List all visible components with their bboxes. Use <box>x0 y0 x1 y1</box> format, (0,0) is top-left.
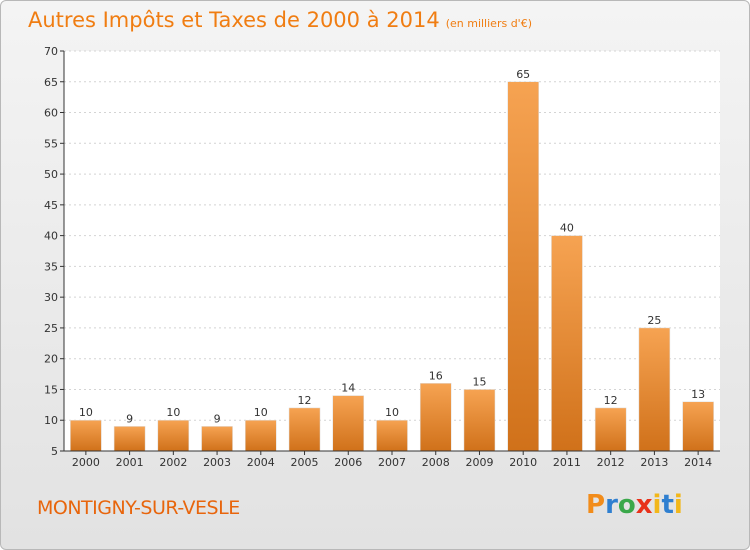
x-tick-label: 2011 <box>553 456 581 469</box>
y-tick-label: 10 <box>44 414 58 427</box>
y-tick-label: 40 <box>44 230 58 243</box>
chart-title: Autres Impôts et Taxes de 2000 à 2014 (en… <box>28 8 532 32</box>
chart-title-text: Autres Impôts et Taxes de 2000 à 2014 <box>28 8 440 32</box>
x-tick-label: 2014 <box>684 456 712 469</box>
bar <box>463 389 496 452</box>
bar <box>551 235 583 452</box>
bar <box>682 401 714 452</box>
data-label: 10 <box>79 406 93 419</box>
y-tick-label: 70 <box>44 45 58 58</box>
x-tick-label: 2003 <box>203 456 231 469</box>
y-tick-label: 50 <box>44 168 58 181</box>
data-label: 10 <box>166 406 180 419</box>
data-label: 25 <box>647 314 661 327</box>
y-tick-label: 60 <box>44 107 58 120</box>
bar <box>201 426 233 452</box>
x-tick-label: 2012 <box>597 456 625 469</box>
data-label: 9 <box>214 412 221 425</box>
x-tick-label: 2010 <box>509 456 537 469</box>
data-label: 10 <box>385 406 399 419</box>
y-tick-label: 25 <box>44 322 58 335</box>
data-labels: 10 9 10 9 10 12 14 10 16 15 65 40 12 25 13 <box>79 68 705 426</box>
x-axis-ticks: 2000 2001 2002 2003 2004 2005 2006 2007 2008 2009… <box>72 451 712 469</box>
commune-name: MONTIGNY-SUR-VESLE <box>37 497 240 519</box>
x-tick-label: 2002 <box>159 456 187 469</box>
plot-area <box>64 51 720 451</box>
data-label: 12 <box>298 394 312 407</box>
x-tick-label: 2004 <box>247 456 275 469</box>
y-tick-label: 45 <box>44 199 58 212</box>
bar <box>70 419 102 452</box>
y-axis-ticks: 5 10 15 20 25 30 35 40 45 50 55 60 65 70 <box>44 45 64 458</box>
logo-letter: i <box>673 490 683 520</box>
x-tick-label: 2006 <box>334 456 362 469</box>
y-tick-label: 55 <box>44 137 58 150</box>
logo-letter: P <box>586 490 606 520</box>
data-label: 40 <box>560 222 574 235</box>
data-label: 12 <box>604 394 618 407</box>
bar <box>245 419 277 452</box>
x-tick-label: 2001 <box>116 456 144 469</box>
bar <box>419 383 452 452</box>
bar <box>594 407 627 452</box>
data-label: 13 <box>691 388 705 401</box>
x-tick-label: 2005 <box>291 456 319 469</box>
proxiti-logo: Proxiti <box>586 490 683 520</box>
y-tick-label: 15 <box>44 383 58 396</box>
bar <box>113 426 146 452</box>
x-tick-label: 2013 <box>640 456 668 469</box>
bar <box>507 81 539 452</box>
logo-letter: x <box>635 490 653 520</box>
y-tick-label: 65 <box>44 76 58 89</box>
x-tick-label: 2000 <box>72 456 100 469</box>
x-tick-label: 2007 <box>378 456 406 469</box>
data-label: 14 <box>341 382 355 395</box>
logo-letter: t <box>661 490 674 520</box>
bar <box>157 419 190 452</box>
logo-letter: o <box>617 490 636 520</box>
bar <box>288 407 321 452</box>
bars <box>70 81 714 452</box>
logo-letter: r <box>605 490 618 520</box>
bar <box>376 419 408 452</box>
y-tick-label: 5 <box>51 445 58 458</box>
bar <box>638 327 671 452</box>
bar <box>332 395 365 452</box>
data-label: 15 <box>472 375 486 388</box>
logo-letter: i <box>652 490 662 520</box>
chart-unit: (en milliers d'€) <box>445 17 532 30</box>
data-label: 10 <box>254 406 268 419</box>
y-tick-label: 35 <box>44 260 58 273</box>
y-tick-label: 20 <box>44 353 58 366</box>
data-label: 65 <box>516 68 530 81</box>
data-label: 9 <box>126 412 133 425</box>
x-tick-label: 2008 <box>422 456 450 469</box>
x-tick-label: 2009 <box>465 456 493 469</box>
y-tick-label: 30 <box>44 291 58 304</box>
data-label: 16 <box>429 369 443 382</box>
